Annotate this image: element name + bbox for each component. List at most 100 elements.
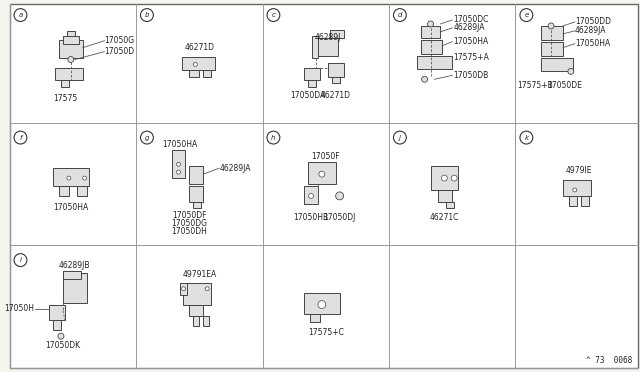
Circle shape — [267, 131, 280, 144]
Text: k: k — [524, 135, 529, 141]
Bar — [204, 317, 209, 326]
Bar — [332, 77, 340, 83]
Bar — [541, 42, 563, 55]
Bar — [310, 314, 320, 323]
Circle shape — [267, 9, 280, 22]
Bar — [59, 40, 83, 58]
Bar — [53, 320, 61, 330]
Bar — [193, 317, 199, 326]
Text: c: c — [271, 12, 275, 18]
Circle shape — [308, 193, 314, 198]
Text: b: b — [145, 12, 149, 18]
Circle shape — [548, 23, 554, 29]
Circle shape — [422, 76, 428, 82]
Bar — [61, 80, 69, 87]
Bar — [304, 68, 320, 80]
Bar — [446, 202, 454, 208]
Text: 46271D: 46271D — [321, 91, 351, 100]
Text: 46289JA: 46289JA — [575, 26, 606, 35]
Bar — [189, 166, 204, 184]
Circle shape — [68, 57, 74, 62]
Text: j: j — [399, 135, 401, 141]
Bar — [204, 70, 211, 77]
Text: 17050HB: 17050HB — [293, 213, 328, 222]
Circle shape — [205, 287, 209, 291]
Text: 17575: 17575 — [52, 94, 77, 103]
Text: 17050DJ: 17050DJ — [323, 213, 356, 222]
Bar — [63, 273, 86, 302]
Circle shape — [318, 301, 326, 308]
Text: 17050H: 17050H — [4, 304, 35, 313]
Text: 17050DG: 17050DG — [172, 219, 207, 228]
Circle shape — [67, 176, 71, 180]
Text: 46289J: 46289J — [315, 33, 341, 42]
Text: 17050DF: 17050DF — [172, 211, 207, 220]
Text: a: a — [19, 12, 22, 18]
Circle shape — [14, 9, 27, 22]
Text: 17050HA: 17050HA — [453, 37, 488, 46]
Bar — [438, 190, 452, 202]
Bar — [193, 202, 201, 208]
Bar — [308, 80, 316, 87]
Text: 17050F: 17050F — [312, 152, 340, 161]
Text: 17575+C: 17575+C — [308, 328, 344, 337]
Bar — [417, 55, 452, 70]
Circle shape — [428, 21, 433, 27]
Text: 46289JA: 46289JA — [453, 23, 484, 32]
Bar — [563, 180, 591, 196]
Text: 46289JA: 46289JA — [220, 164, 252, 173]
Circle shape — [451, 175, 457, 181]
Text: g: g — [145, 135, 149, 141]
Text: i: i — [19, 257, 22, 263]
Circle shape — [58, 333, 64, 339]
Bar — [316, 38, 338, 55]
Bar — [189, 305, 204, 317]
Circle shape — [182, 287, 186, 291]
Bar — [189, 186, 204, 202]
Text: 17050D: 17050D — [104, 47, 134, 56]
Text: 17050DD: 17050DD — [575, 17, 611, 26]
Text: e: e — [524, 12, 529, 18]
Text: 46271D: 46271D — [184, 43, 214, 52]
Text: 17050DH: 17050DH — [172, 227, 207, 236]
Text: h: h — [271, 135, 276, 141]
Circle shape — [568, 68, 574, 74]
Bar — [55, 68, 83, 80]
Circle shape — [442, 175, 447, 181]
Bar — [304, 186, 318, 204]
Circle shape — [141, 9, 154, 22]
Circle shape — [14, 131, 27, 144]
Text: d: d — [397, 12, 402, 18]
Circle shape — [177, 170, 180, 174]
Bar — [59, 186, 69, 196]
Bar — [189, 70, 199, 77]
Bar — [182, 57, 215, 70]
Bar — [63, 271, 81, 279]
Bar — [420, 26, 440, 38]
Bar — [77, 186, 86, 196]
Bar — [53, 168, 88, 186]
Bar — [328, 64, 344, 77]
Bar — [541, 58, 573, 71]
Bar — [67, 31, 75, 36]
Circle shape — [83, 176, 86, 180]
Bar — [172, 150, 186, 178]
Text: 17050HA: 17050HA — [53, 203, 88, 212]
Bar — [312, 36, 318, 58]
Text: 17575+B: 17575+B — [517, 81, 553, 90]
Bar — [431, 166, 458, 190]
Text: 17050G: 17050G — [104, 36, 134, 45]
Text: 49791EA: 49791EA — [182, 270, 216, 279]
Bar — [330, 30, 344, 38]
Circle shape — [177, 162, 180, 166]
Circle shape — [193, 62, 197, 67]
Text: 46271C: 46271C — [429, 213, 459, 222]
Text: 4979IE: 4979IE — [566, 166, 592, 175]
Circle shape — [573, 188, 577, 192]
Bar — [569, 196, 577, 206]
Text: 17050HA: 17050HA — [575, 39, 610, 48]
Circle shape — [14, 254, 27, 266]
Text: ^ 73  0068: ^ 73 0068 — [586, 356, 632, 365]
Circle shape — [141, 131, 154, 144]
Text: 17575+A: 17575+A — [453, 53, 489, 62]
